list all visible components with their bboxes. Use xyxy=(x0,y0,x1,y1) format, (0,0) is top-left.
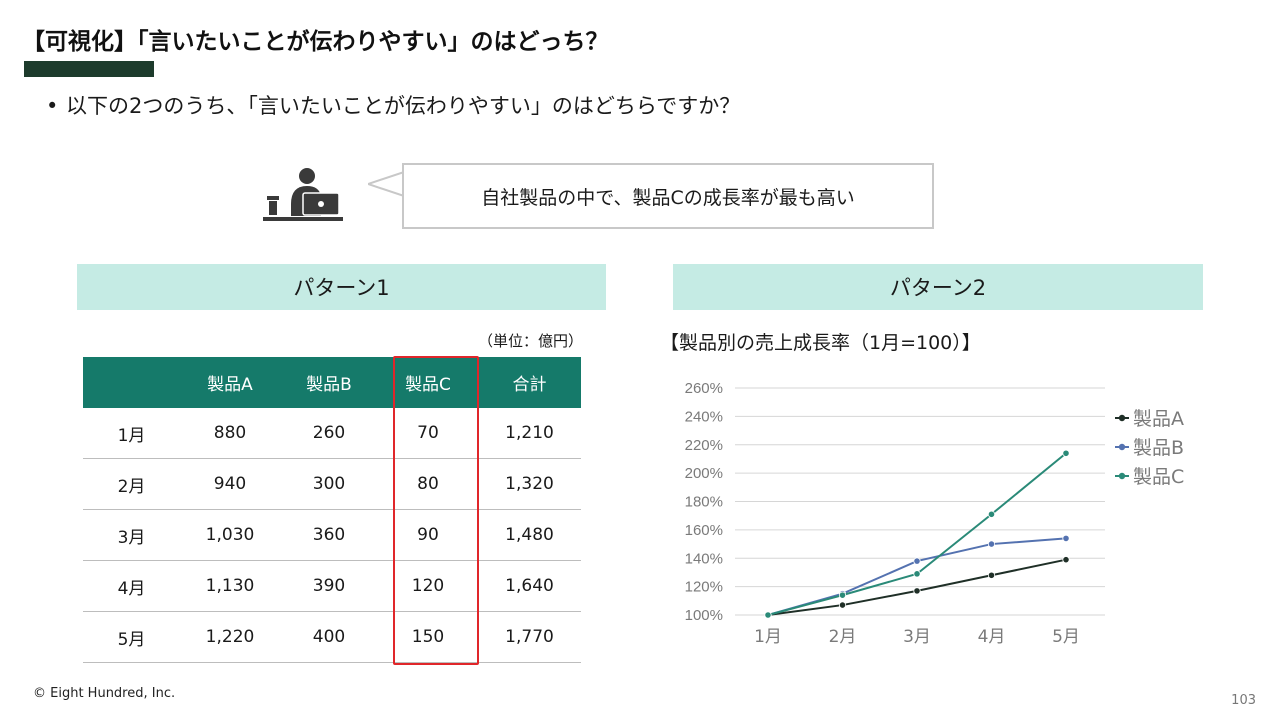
y-tick-label: 240% xyxy=(685,408,723,425)
page-number: 103 xyxy=(1231,693,1256,708)
x-tick-label: 5月 xyxy=(1052,627,1080,647)
table-cell: 2月 xyxy=(83,458,180,510)
table-header-cell: 製品A xyxy=(180,357,280,408)
table-cell: 1,480 xyxy=(478,509,581,561)
table-header-cell xyxy=(83,357,180,408)
table-cell: 4月 xyxy=(83,560,180,612)
data-point xyxy=(838,591,847,599)
data-point xyxy=(913,587,921,595)
legend-swatch-marker xyxy=(1118,414,1126,422)
table-row: 5月 1,220 400 150 1,770 xyxy=(83,611,581,663)
x-tick-label: 3月 xyxy=(903,627,931,647)
table-cell: 5月 xyxy=(83,611,180,663)
y-tick-label: 160% xyxy=(685,522,723,539)
table-row: 1月 880 260 70 1,210 xyxy=(83,408,581,459)
table-cell: 1月 xyxy=(83,408,180,459)
table-header-cell: 製品B xyxy=(280,357,378,408)
person-at-laptop-icon xyxy=(263,168,343,221)
table-cell: 300 xyxy=(280,458,378,510)
legend-label: 製品A xyxy=(1133,408,1184,430)
table-row: 2月 940 300 80 1,320 xyxy=(83,458,581,510)
table-cell: 940 xyxy=(180,458,280,510)
data-point xyxy=(987,571,996,579)
table-header-row: 製品A 製品B 製品C 合計 xyxy=(83,357,581,408)
table-header-cell: 合計 xyxy=(478,357,581,408)
data-point xyxy=(913,557,921,565)
table-cell: 390 xyxy=(280,560,378,612)
title-accent-bar xyxy=(24,61,154,77)
table-cell: 260 xyxy=(280,408,378,459)
data-point xyxy=(987,510,996,518)
speech-bubble: 自社製品の中で、製品Cの成長率が最も高い xyxy=(402,163,934,229)
page-title: 【可視化】「言いたいことが伝わりやすい」のはどっち？ xyxy=(22,29,609,55)
table-cell: 1,320 xyxy=(478,458,581,510)
table-cell: 1,130 xyxy=(180,560,280,612)
x-tick-label: 2月 xyxy=(829,627,857,647)
y-tick-label: 180% xyxy=(685,494,723,511)
y-tick-label: 100% xyxy=(685,607,723,624)
sales-table: 製品A 製品B 製品C 合計 1月 880 260 70 1,210 2月 94… xyxy=(83,357,581,663)
table-cell: 1,220 xyxy=(180,611,280,663)
y-tick-label: 200% xyxy=(685,465,723,482)
pattern2-label: パターン2 xyxy=(889,276,987,300)
table-cell: 1,640 xyxy=(478,560,581,612)
pattern2-header: パターン2 xyxy=(673,264,1203,310)
table-cell: 3月 xyxy=(83,509,180,561)
legend-label: 製品C xyxy=(1133,466,1184,488)
x-tick-label: 4月 xyxy=(978,627,1006,647)
bullet-text: 以下の2つのうち、「言いたいことが伝わりやすい」のはどちらですか？ xyxy=(66,94,741,118)
table-cell: 1,030 xyxy=(180,509,280,561)
data-point xyxy=(1062,449,1070,457)
pattern1-header: パターン1 xyxy=(77,264,606,310)
bullet-dot: • xyxy=(46,94,59,118)
legend-swatch-marker xyxy=(1118,443,1126,451)
x-tick-label: 1月 xyxy=(754,627,782,647)
table-cell: 400 xyxy=(280,611,378,663)
table-cell: 1,210 xyxy=(478,408,581,459)
table-row: 4月 1,130 390 120 1,640 xyxy=(83,560,581,612)
legend-label: 製品B xyxy=(1133,437,1184,459)
copyright-footer: © Eight Hundred, Inc. xyxy=(33,686,176,701)
legend-swatch-marker xyxy=(1118,472,1126,480)
data-point xyxy=(913,570,921,578)
growth-line-chart: 100% 120% 140% 160% 180% 200% 220% 240% 260% 1月 2月… xyxy=(685,380,1185,647)
bullet-question: • 以下の2つのうち、「言いたいことが伝わりやすい」のはどちらですか？ xyxy=(46,90,740,120)
data-point xyxy=(987,540,996,548)
speech-text: 自社製品の中で、製品Cの成長率が最も高い xyxy=(481,186,855,209)
table-row: 3月 1,030 360 90 1,480 xyxy=(83,509,581,561)
data-point xyxy=(764,611,772,619)
data-point xyxy=(1062,556,1070,564)
data-point xyxy=(838,601,847,609)
table-cell: 880 xyxy=(180,408,280,459)
table-cell: 360 xyxy=(280,509,378,561)
pattern1-label: パターン1 xyxy=(293,276,390,300)
y-tick-label: 120% xyxy=(685,579,723,596)
data-point xyxy=(1062,534,1070,542)
y-tick-label: 220% xyxy=(685,437,723,454)
product-c-highlight-box xyxy=(393,356,479,665)
unit-label: （単位：億円） xyxy=(478,332,584,350)
y-tick-label: 260% xyxy=(685,380,723,397)
chart-title: 【製品別の売上成長率（1月=100）】 xyxy=(660,332,981,354)
y-tick-label: 140% xyxy=(685,550,723,567)
table-cell: 1,770 xyxy=(478,611,581,663)
